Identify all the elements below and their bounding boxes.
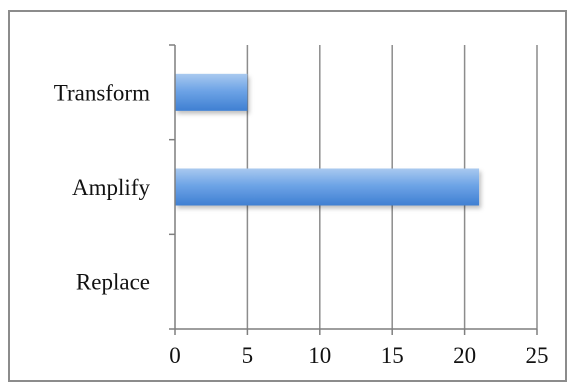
x-tick-label: 25	[526, 343, 549, 368]
x-tick-label: 0	[169, 343, 181, 368]
axis-layer	[169, 44, 538, 335]
bar-amplify	[175, 168, 480, 206]
y-category-label: Amplify	[72, 175, 150, 200]
x-tick-label: 15	[381, 343, 404, 368]
y-category-label: Transform	[54, 80, 150, 105]
x-tick-label: 20	[453, 343, 476, 368]
x-tick-label: 5	[242, 343, 254, 368]
x-tick-label: 10	[308, 343, 331, 368]
y-category-label: Replace	[76, 270, 150, 295]
bar-transform	[175, 73, 248, 111]
bar-layer	[175, 73, 480, 206]
label-layer: 0 5 10 15 20 25 Replace Amplify Transform	[54, 80, 549, 368]
